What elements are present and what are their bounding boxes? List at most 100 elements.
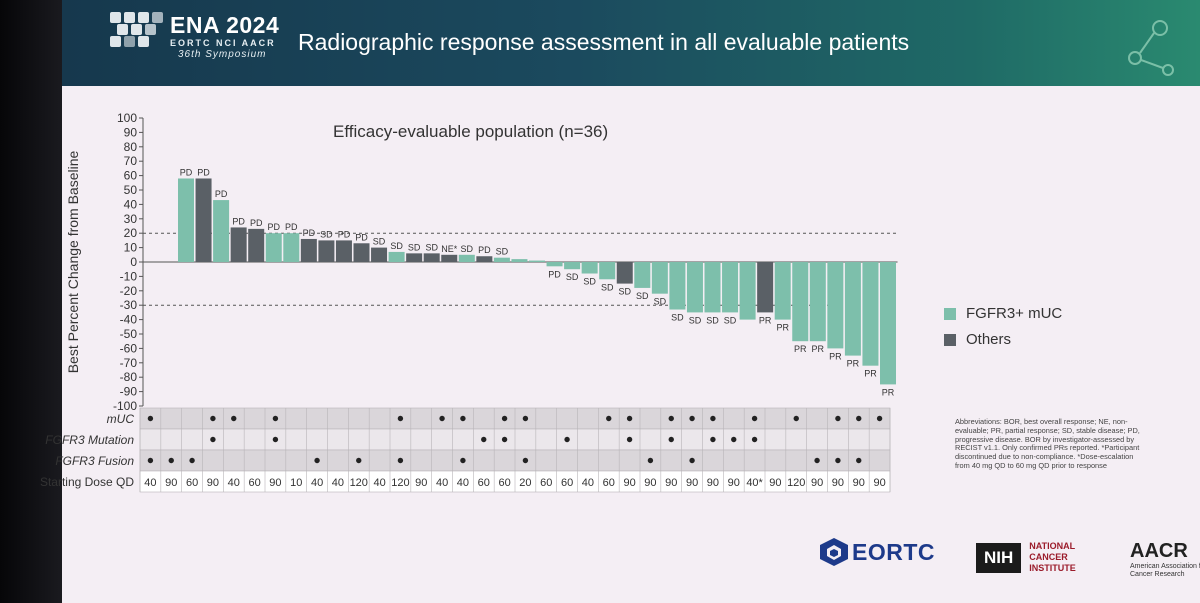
dose-value: 60 [540,477,552,489]
dose-value: 90 [873,477,885,489]
legend-swatch-others [944,333,956,346]
chart-title: Efficacy-evaluable population (n=36) [333,122,608,141]
bar [511,259,528,262]
table-dot [272,415,279,422]
dose-value: 90 [665,477,677,489]
bar [423,253,440,262]
table-dot [835,457,841,464]
aacr-logo: AACR American Association for Cancer Res… [1130,540,1200,579]
legend-label-others: Others [966,331,1012,348]
table-dot [147,457,154,464]
bar-response-label: PD [548,269,561,279]
y-tick-label: -70 [120,356,138,370]
bar [195,178,212,262]
dose-value: 40 [228,477,240,489]
dose-value: 40 [332,477,344,489]
dose-value: 40 [311,477,323,489]
bar-response-label: PD [180,167,193,177]
bar [265,233,282,262]
table-dot [606,415,612,422]
bar [774,262,791,320]
eortc-logo: EORTC [818,537,935,567]
table-dot [522,457,529,464]
dose-value: 120 [787,477,805,489]
dose-value: 40 [457,477,469,489]
table-dot [168,457,174,464]
table-dot [835,415,841,422]
bar-response-label: SD [390,241,403,251]
y-tick-label: 90 [124,125,138,139]
y-tick-label: 100 [117,111,137,125]
table-dot [856,415,862,422]
bar-response-label: SD [601,282,614,292]
bar-response-label: PD [267,222,280,232]
y-tick-label: 0 [130,255,137,269]
dose-value: 90 [853,477,865,489]
bar [300,238,317,262]
bar [686,262,703,313]
table-dot [751,436,758,443]
bar-response-label: PR [812,344,825,354]
dose-value: 60 [186,477,198,489]
y-tick-label: 20 [124,226,138,240]
bar [844,262,861,356]
bar-response-label: PR [794,344,807,354]
y-tick-label: -80 [120,370,138,384]
table-dot [356,457,362,464]
bar [669,262,686,310]
table-dot [856,457,862,464]
table-dot [501,436,508,443]
y-tick-label: 70 [124,154,138,168]
bar [792,262,809,342]
bar-response-label: PD [285,222,298,232]
bar [739,262,756,320]
bar-response-label: PD [215,189,228,199]
bar-response-label: PD [303,228,316,238]
bar [230,227,247,262]
y-tick-label: 50 [124,183,138,197]
bar [353,243,370,262]
slide-background [62,0,1200,603]
table-dot [814,457,820,464]
table-dot [626,436,633,443]
bar [546,262,563,267]
bar [458,254,475,262]
y-tick-label: -90 [120,385,138,399]
table-dot [710,436,716,443]
y-tick-label: -60 [120,341,138,355]
dose-value: 20 [519,477,531,489]
y-axis-label: Best Percent Change from Baseline [65,151,81,374]
table-dot [397,457,404,464]
legend-label-fgfr3: FGFR3+ mUC [966,305,1063,322]
table-dot [647,457,654,464]
bar-response-label: PD [232,216,245,226]
table-dot [751,415,758,422]
slide-title: Radiographic response assessment in all … [298,29,910,55]
bar-response-label: NE* [441,244,458,254]
bar [248,228,265,262]
bar-response-label: PR [776,323,789,333]
dose-value: 90 [769,477,781,489]
abbreviations-note: Abbreviations: BOR, best overall respons… [955,417,1140,470]
table-dot [731,436,737,443]
bar [406,253,423,262]
dose-value: 90 [644,477,656,489]
bar [704,262,721,313]
bar [827,262,844,349]
bar-response-label: SD [496,247,509,257]
bar [581,262,598,274]
bar-response-label: PR [882,387,895,397]
table-dot [481,436,487,443]
molecule-decoration-icon [1128,20,1174,76]
dose-value: 90 [623,477,635,489]
table-row-label: FGFR3 Fusion [55,454,134,468]
y-tick-label: -20 [120,284,138,298]
dose-value: 90 [686,477,698,489]
aacr-logo-subtext: American Association for Cancer Research [1130,563,1200,578]
bar [388,251,405,262]
table-dot [439,415,445,422]
bar-response-label: PR [759,315,772,325]
slide-header [62,0,1200,86]
table-dot [668,415,674,422]
dose-value: 60 [603,477,615,489]
